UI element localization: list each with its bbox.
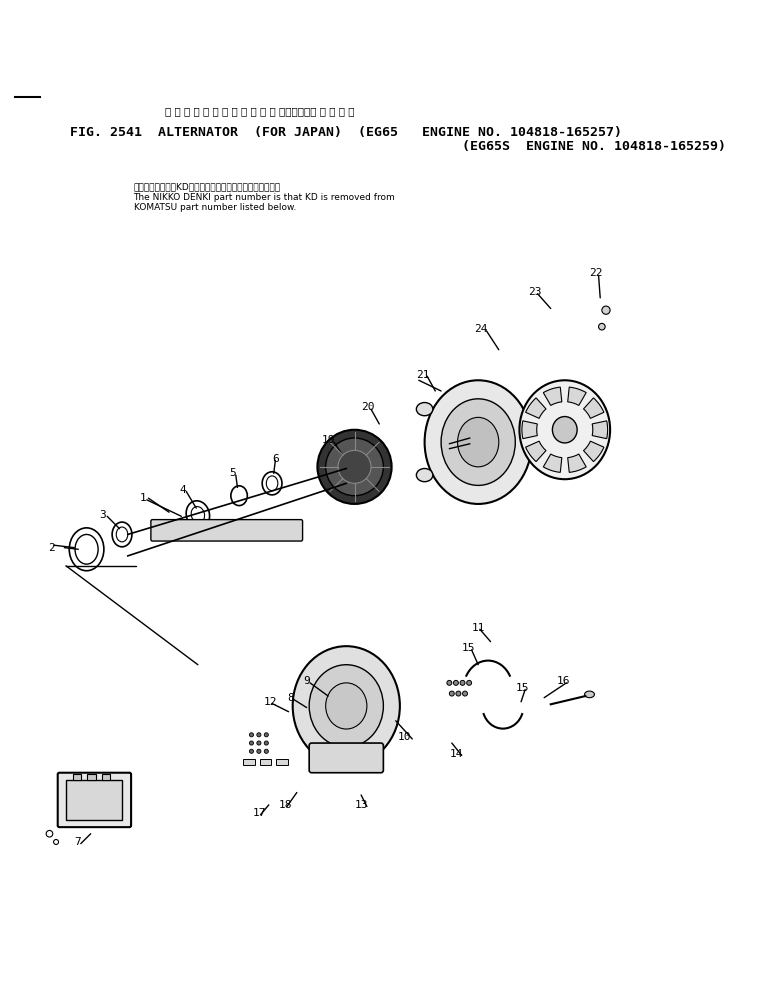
Text: 10: 10 [397,733,411,743]
Text: 15: 15 [462,644,475,654]
Text: The NIKKO DENKI part number is that KD is removed from: The NIKKO DENKI part number is that KD i… [134,193,395,202]
Ellipse shape [250,749,253,753]
Text: 17: 17 [253,808,266,818]
Wedge shape [526,441,546,462]
Wedge shape [568,454,586,472]
Ellipse shape [460,681,465,686]
Wedge shape [568,387,586,405]
Bar [66,780,122,819]
Text: 4: 4 [180,485,186,495]
Wedge shape [543,454,562,472]
Text: 2: 2 [48,543,55,553]
Text: 12: 12 [264,697,277,707]
Ellipse shape [256,741,261,746]
Ellipse shape [256,749,261,753]
FancyBboxPatch shape [151,520,303,541]
Wedge shape [584,441,604,462]
Wedge shape [522,421,537,439]
Ellipse shape [250,733,253,737]
Text: 24: 24 [474,324,488,334]
Ellipse shape [552,416,577,443]
Bar [102,773,110,780]
Text: 1: 1 [140,493,147,503]
Bar [244,758,255,765]
Ellipse shape [463,691,467,696]
Ellipse shape [338,450,371,483]
Ellipse shape [416,468,433,482]
Text: 品番のメーカ記号KDを除いたものが日朮電機の品番です。: 品番のメーカ記号KDを除いたものが日朮電機の品番です。 [134,182,281,191]
Text: 13: 13 [355,799,368,810]
Wedge shape [592,421,607,439]
FancyBboxPatch shape [309,744,384,772]
Text: 19: 19 [322,435,335,445]
Text: (EG65S  ENGINE NO. 104818-165259): (EG65S ENGINE NO. 104818-165259) [70,141,726,154]
Ellipse shape [326,438,384,496]
Ellipse shape [447,681,452,686]
Ellipse shape [264,741,269,746]
Text: 15: 15 [515,683,529,693]
Ellipse shape [520,380,610,479]
Ellipse shape [599,323,605,330]
Ellipse shape [416,402,433,416]
Ellipse shape [466,681,472,686]
Text: 16: 16 [556,677,570,687]
Text: 22: 22 [590,268,603,278]
Text: KOMATSU part number listed below.: KOMATSU part number listed below. [134,203,296,212]
Text: 14: 14 [449,748,463,758]
Ellipse shape [425,380,532,504]
Ellipse shape [456,691,461,696]
Text: 8: 8 [287,693,294,703]
Text: オ ル タ ネ ー タ 　 国 　 内 　 向 　　　　　　 適 用 号 機: オ ル タ ネ ー タ 国 内 向 適 用 号 機 [165,106,355,116]
Bar [88,773,96,780]
Text: 5: 5 [229,468,236,478]
Ellipse shape [441,399,515,485]
Text: FIG. 2541  ALTERNATOR  (FOR JAPAN)  (EG65   ENGINE NO. 104818-165257): FIG. 2541 ALTERNATOR (FOR JAPAN) (EG65 E… [70,127,622,140]
Text: 20: 20 [361,402,374,412]
Ellipse shape [293,646,400,765]
Ellipse shape [602,306,610,314]
Text: 3: 3 [99,510,106,520]
Bar [72,773,81,780]
Ellipse shape [454,681,458,686]
Wedge shape [526,398,546,418]
Wedge shape [543,387,562,405]
Ellipse shape [584,691,594,698]
Ellipse shape [264,733,269,737]
Wedge shape [584,398,604,418]
Ellipse shape [317,430,392,504]
FancyBboxPatch shape [58,772,131,827]
Ellipse shape [250,741,253,746]
Text: 6: 6 [272,454,279,464]
Bar [276,758,288,765]
Ellipse shape [457,417,498,467]
Text: 23: 23 [527,287,541,297]
Text: 21: 21 [416,369,430,379]
Ellipse shape [326,683,367,729]
Ellipse shape [256,733,261,737]
Text: 7: 7 [75,837,81,847]
Ellipse shape [264,749,269,753]
Text: 9: 9 [304,677,310,687]
Text: 11: 11 [472,623,485,633]
Bar [260,758,271,765]
Ellipse shape [309,665,384,748]
Ellipse shape [449,691,454,696]
Text: 18: 18 [279,799,292,810]
